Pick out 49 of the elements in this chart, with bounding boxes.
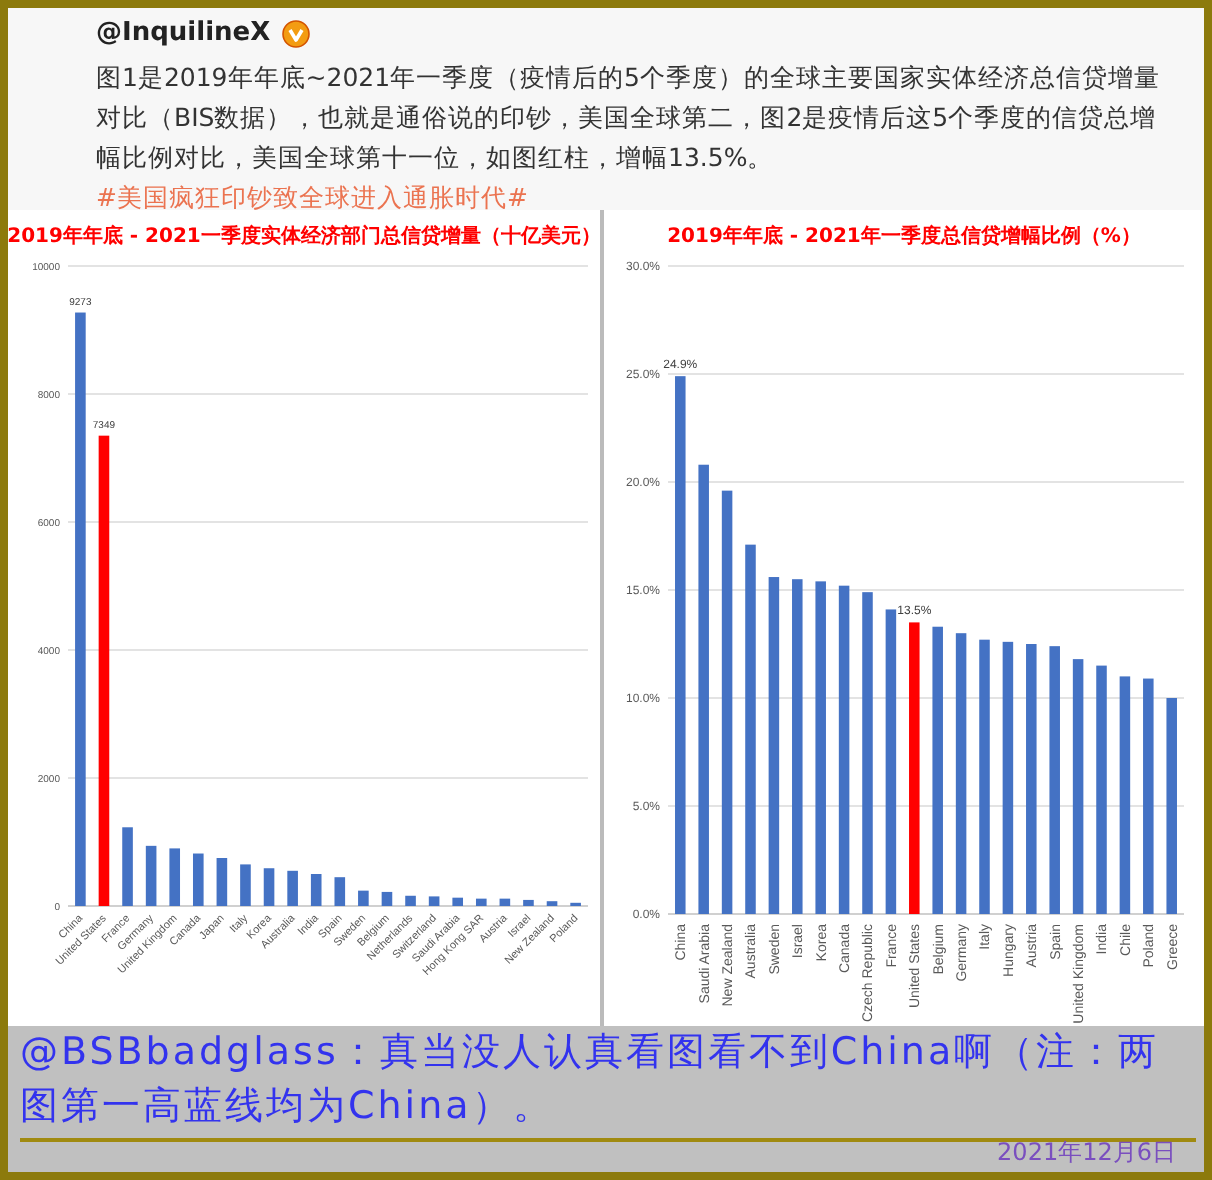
bar bbox=[475, 898, 487, 906]
bar bbox=[862, 592, 873, 914]
bar bbox=[145, 845, 157, 906]
bar bbox=[216, 858, 228, 906]
bar bbox=[358, 890, 369, 906]
bar bbox=[1072, 659, 1084, 914]
bar bbox=[98, 435, 110, 906]
bar bbox=[240, 864, 251, 906]
chart-title: 2019年年底 - 2021一季度实体经济部门总信贷增量（十亿美元） bbox=[7, 224, 601, 248]
chart-title: 2019年年底 - 2021年一季度总信贷增幅比例（%） bbox=[667, 224, 1141, 248]
bar bbox=[428, 896, 440, 906]
bar bbox=[1166, 698, 1177, 914]
bar bbox=[885, 609, 897, 914]
bar bbox=[1049, 646, 1060, 914]
bar bbox=[909, 622, 920, 914]
bar bbox=[1119, 676, 1131, 914]
bar bbox=[263, 868, 275, 906]
bar bbox=[452, 897, 464, 906]
bar bbox=[122, 827, 133, 906]
bar bbox=[334, 877, 346, 906]
bar bbox=[287, 870, 298, 906]
bar bbox=[698, 464, 709, 914]
text: @InquilineX bbox=[96, 18, 271, 48]
text: @BSBbadglass：真当没人认真看图看不到China啊（注：两图第一高蓝线均为China）。 bbox=[20, 1030, 1160, 1128]
bar bbox=[792, 579, 803, 914]
text: 2021年12月6日 bbox=[997, 1136, 1176, 1170]
bar bbox=[523, 899, 534, 906]
bar bbox=[1096, 665, 1107, 914]
bar bbox=[192, 853, 204, 906]
bar bbox=[169, 848, 181, 906]
bar bbox=[979, 639, 990, 914]
bar bbox=[675, 376, 686, 914]
caption: 图1是2019年年底~2021年一季度（疫情后的5个季度）的全球主要国家实体经济总信贷增量对比（BIS数据），也就是通俗说的印钞，美国全球第二，图2是疫情后这5个季度的信贷总增幅比例对比，美国全球第十一位，如图红柱，增幅13.5%。 bbox=[96, 60, 1163, 176]
bar bbox=[815, 581, 826, 914]
bar bbox=[405, 895, 416, 906]
bar bbox=[75, 312, 86, 906]
bar bbox=[838, 585, 850, 914]
bar bbox=[1002, 641, 1014, 914]
bar bbox=[499, 898, 511, 906]
bar bbox=[745, 544, 756, 914]
bar bbox=[310, 874, 322, 906]
bar bbox=[381, 891, 393, 906]
bar bbox=[955, 633, 967, 914]
bar bbox=[721, 490, 733, 914]
text: #美国疯狂印钞致全球进入通胀时代# bbox=[96, 180, 530, 216]
bar bbox=[1143, 678, 1154, 914]
bar bbox=[768, 577, 780, 914]
bar bbox=[932, 626, 943, 914]
bar bbox=[1026, 644, 1037, 914]
